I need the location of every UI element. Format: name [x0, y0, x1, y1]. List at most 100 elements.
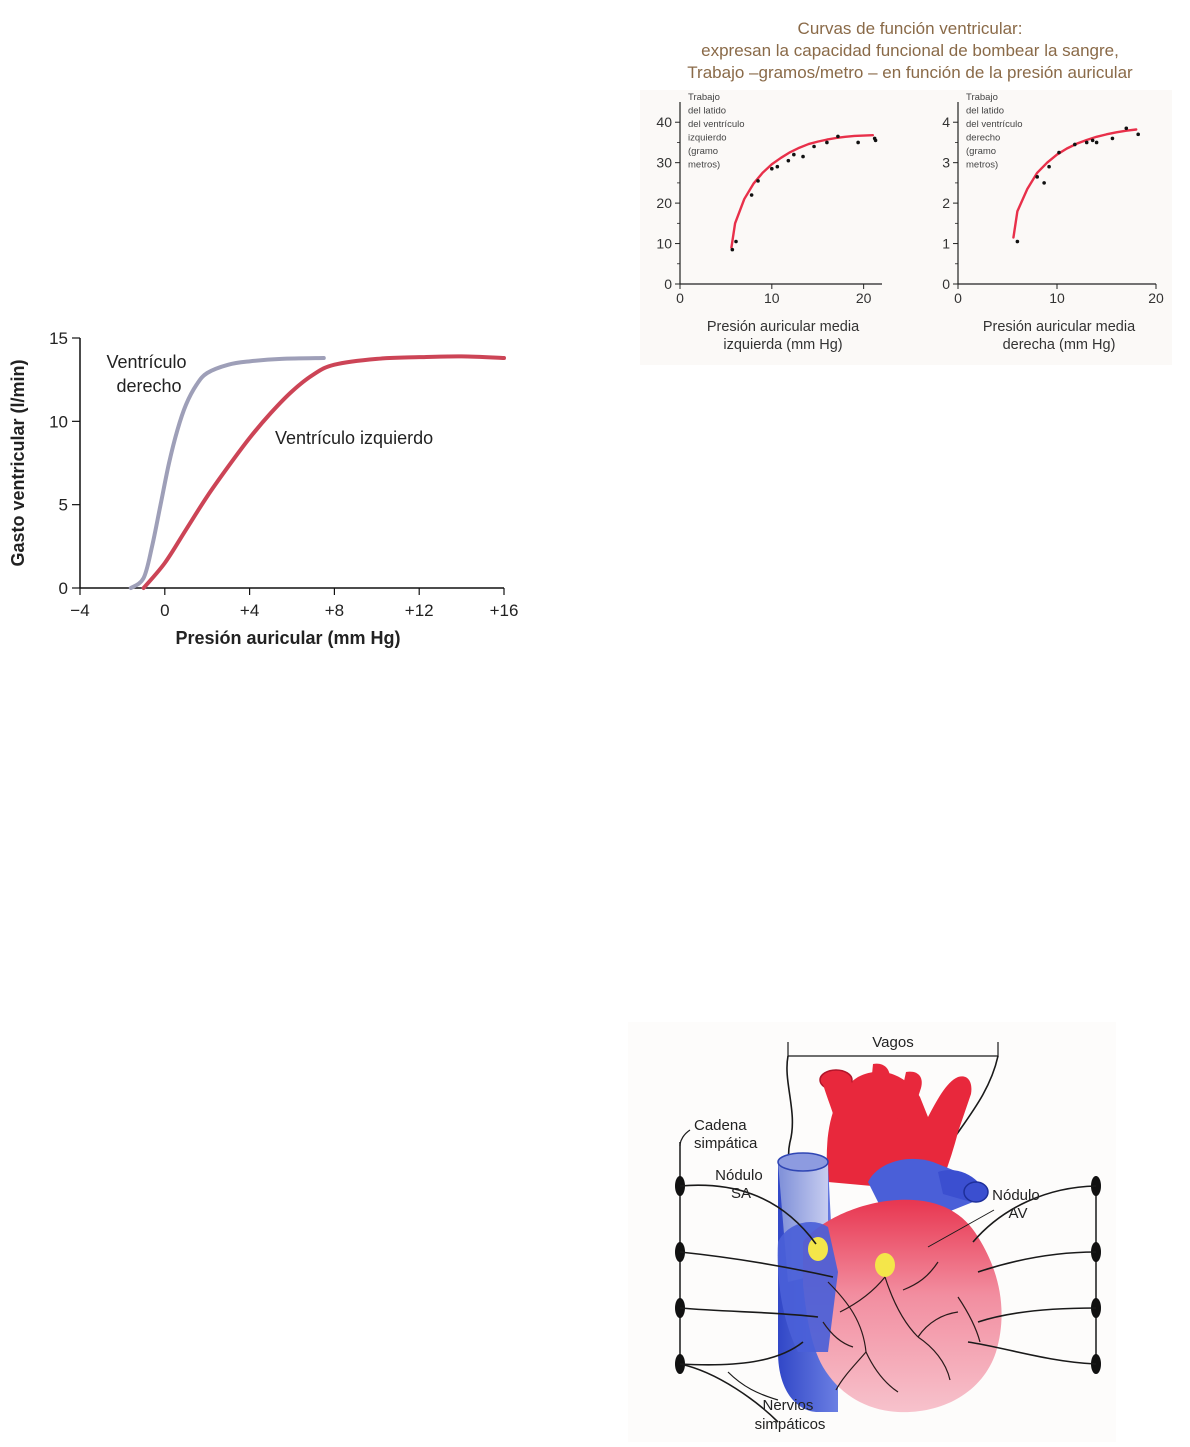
panel-y-tick-label: 2 [942, 195, 950, 211]
vagos-label-bg [864, 1031, 922, 1053]
panel-y-tick-label: 4 [942, 114, 950, 130]
panel-x-tick-label: 20 [856, 290, 872, 306]
function-curves-title: Curvas de función ventricular: expresan … [630, 18, 1190, 84]
panel-y-tick-label: 1 [942, 236, 950, 252]
panel-y-label-line: del ventrículo [966, 119, 1023, 130]
panel-y-label-line: del ventrículo [688, 119, 745, 130]
panel-left-ventricle: 0 10 20 30 40 0 10 20 Trabajo del latido del ventr… [656, 92, 882, 353]
panel-data-point [1047, 164, 1051, 169]
panel-data-point [825, 140, 829, 145]
nervios-simpaticos-label: Nervios simpáticos [755, 1397, 826, 1433]
panel-y-tick-label: 30 [656, 155, 672, 171]
panel-y-label-line: (gramo [966, 146, 996, 157]
panel-y-label-line: Trabajo [688, 92, 720, 103]
panel-x-tick-label: 20 [1148, 290, 1164, 306]
label-line: Nódulo [715, 1167, 763, 1184]
panel-data-point [792, 152, 796, 157]
nervios-leader [727, 1371, 779, 1401]
artery-branch [823, 1078, 863, 1152]
panel-y-label-line: (gramo [688, 146, 718, 157]
label-line: Nervios [762, 1397, 813, 1414]
panel-x-label-line: Presión auricular media [983, 319, 1136, 335]
panel-data-point [1084, 140, 1089, 145]
y-tick-label: 10 [49, 412, 68, 431]
av-node [875, 1253, 895, 1277]
panel-y-label: Trabajo del latido del ventrículo derecho (g… [966, 92, 1023, 171]
panel-y-label-line: derecho [966, 133, 1000, 144]
panel-data-point [1110, 136, 1115, 141]
panel-y-tick-label: 20 [656, 195, 672, 211]
heart-innervation-diagram: Vagos [628, 1022, 1116, 1442]
panel-x-label-line: Presión auricular media [707, 319, 860, 335]
svc-opening [777, 1152, 829, 1172]
panel-data-point [1124, 126, 1129, 131]
panel-background [640, 90, 1172, 365]
panel-data-point [801, 154, 805, 159]
panel-y-label-line: metros) [688, 160, 720, 171]
panel-data-point [756, 179, 760, 183]
panel-y-tick-label: 40 [656, 114, 672, 130]
artery-branch [896, 1071, 922, 1122]
series-line-left-ventricle [141, 354, 506, 590]
panel-x-tick-label: 10 [764, 290, 780, 306]
panel-data-point [1042, 181, 1046, 185]
av-leader [927, 1209, 995, 1248]
panel-data-point [836, 134, 840, 139]
panel-y-label: Trabajo del latido del ventrículo izquierdo… [688, 92, 745, 171]
nodulo-av-label: Nódulo AV [992, 1187, 1044, 1222]
panel-data-point [1073, 142, 1077, 147]
x-tick-label: +16 [490, 601, 519, 620]
panel-right-ventricle: 0 1 2 3 4 0 10 20 Trabajo del latido del ventrícul… [942, 92, 1164, 353]
panel-data-point [1035, 175, 1039, 179]
x-tick-label: 0 [160, 601, 169, 620]
panel-data-point [786, 158, 791, 163]
title-line: Trabajo –gramos/metro – en función de la… [687, 63, 1133, 82]
panel-y-label-line: metros) [966, 160, 998, 171]
title-line: expresan la capacidad funcional de bombe… [701, 41, 1119, 60]
panel-y-tick-label: 10 [656, 236, 672, 252]
panel-data-point [1015, 239, 1020, 244]
label-line: Nódulo [992, 1187, 1040, 1204]
panel-x-tick-label: 0 [954, 290, 962, 306]
panel-y-label-line: izquierdo [688, 133, 727, 144]
y-tick-label: 15 [49, 329, 68, 348]
panel-x-label: Presión auricular media derecha (mm Hg) [983, 319, 1136, 353]
title-line: Curvas de función ventricular: [797, 19, 1023, 38]
panel-x-tick-label: 10 [1049, 290, 1065, 306]
y-tick-label: 5 [59, 496, 68, 515]
left-sympathetic-chain [675, 1142, 685, 1374]
artery-branch [868, 1063, 890, 1117]
x-tick-label: +8 [325, 601, 344, 620]
panel-data-point [812, 144, 816, 149]
left-chart-series [128, 354, 506, 590]
panel-data-point [770, 166, 774, 171]
panel-y-tick-label: 0 [664, 276, 672, 292]
panel-data-point [856, 140, 860, 145]
panel-y-label-line: del latido [688, 106, 726, 117]
cadena-simpatica-label: Cadena simpática [694, 1117, 758, 1152]
label-line: SA [731, 1185, 751, 1202]
panel-data-point [749, 193, 754, 197]
panel-curve [1012, 128, 1138, 239]
panel-y-label-line: del latido [966, 106, 1004, 117]
series-label-left-ventricle: Ventrículo izquierdo [275, 428, 433, 448]
series-label-right-ventricle: Ventrículo derecho [106, 352, 191, 396]
x-tick-label: +12 [405, 601, 434, 620]
sa-node [808, 1237, 828, 1261]
panel-x-label: Presión auricular media izquierda (mm Hg) [707, 319, 860, 353]
label-line: simpáticos [755, 1416, 826, 1433]
label-line: Cadena [694, 1117, 747, 1134]
vagos-label: Vagos [872, 1034, 913, 1051]
panel-x-label-line: derecha (mm Hg) [1003, 337, 1116, 353]
panel-data-point [730, 247, 735, 252]
heart-body [803, 1199, 1002, 1413]
series-label-line: Ventrículo [106, 352, 186, 372]
cardiac-nerve-branches [822, 1261, 981, 1393]
panel-y-tick-label: 0 [942, 276, 950, 292]
x-tick-label: −4 [70, 601, 89, 620]
cadena-leader [679, 1129, 691, 1147]
left-chart-axes [79, 338, 504, 589]
